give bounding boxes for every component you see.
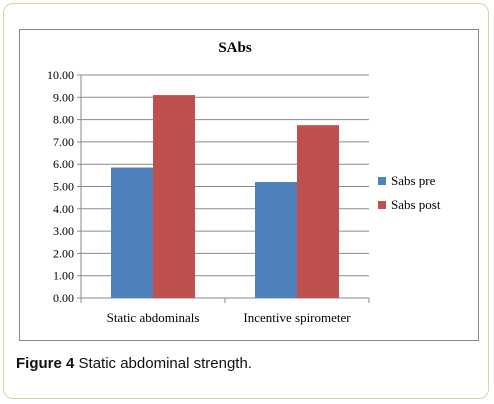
caption-text: Static abdominal strength.: [74, 355, 252, 372]
y-tick-label: 5.00: [53, 180, 74, 194]
y-tick-label: 10.00: [47, 68, 74, 82]
x-tick-label: Incentive spirometer: [243, 310, 351, 325]
bar-sabs-pre: [111, 167, 153, 298]
y-tick-label: 9.00: [53, 90, 74, 104]
y-tick-label: 2.00: [53, 246, 74, 260]
y-tick-label: 4.00: [53, 202, 74, 216]
y-tick-label: 0.00: [53, 291, 74, 305]
y-tick-label: 6.00: [53, 157, 74, 171]
bar-sabs-pre: [255, 182, 297, 298]
bar-sabs-post: [297, 125, 339, 298]
y-tick-label: 8.00: [53, 113, 74, 127]
figure-caption: Figure 4 Static abdominal strength.: [16, 355, 252, 372]
y-tick-label: 1.00: [53, 269, 74, 283]
y-tick-label: 7.00: [53, 135, 74, 149]
bar-sabs-post: [153, 95, 195, 298]
bar-chart: SAbs 0.00 1.00 2.00 3.00 4.00 5.00 6.00 7.00 8.00…: [47, 40, 441, 325]
chart-title: SAbs: [218, 40, 252, 56]
legend-swatch: [378, 177, 386, 185]
figure-frame: SAbs 0.00 1.00 2.00 3.00 4.00 5.00 6.00 7.00 8.00…: [3, 3, 489, 399]
x-tick-label: Static abdominals: [107, 310, 200, 325]
chart-area: SAbs 0.00 1.00 2.00 3.00 4.00 5.00 6.00 7.00 8.00…: [19, 29, 479, 341]
legend-label: Sabs post: [391, 197, 441, 212]
caption-label: Figure 4: [16, 355, 75, 372]
legend-label: Sabs pre: [391, 173, 436, 188]
legend-swatch: [378, 201, 386, 209]
y-tick-label: 3.00: [53, 224, 74, 238]
